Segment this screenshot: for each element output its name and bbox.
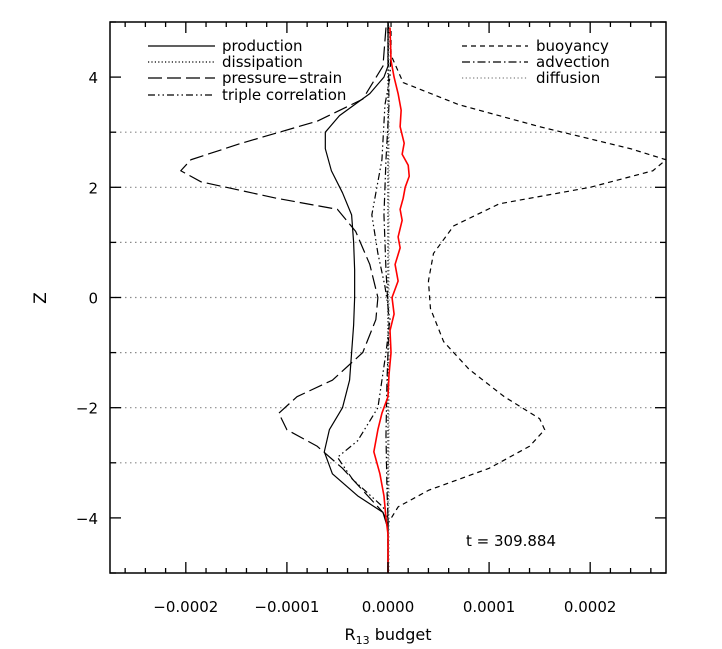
time-annotation: t = 309.884 [466,532,556,550]
legend-label: advection [536,53,610,71]
x-axis-label-subscript: 13 [356,634,370,647]
legend-label: pressure−strain [222,69,342,87]
tick-labels: −0.0002 −0.0001 0.0000 0.0001 0.0002 −4 −2 0 2 4 [76,69,617,616]
series-advection-line [383,27,390,573]
y-tick-label: −4 [76,510,98,528]
series-triple-correlation-line [336,21,392,573]
legend: productiondissipationpressure−straintrip… [148,37,610,104]
x-tick-label: −0.0002 [153,598,218,616]
x-tick-label: −0.0001 [254,598,319,616]
x-axis-label: R13 budget [345,625,432,647]
legend-label: diffusion [536,69,600,87]
legend-label: dissipation [222,53,303,71]
x-tick-label: 0.0002 [564,598,617,616]
legend-label: buoyancy [536,37,609,55]
series-pressure-strain-line [180,27,389,573]
series-unlabeled-line [373,27,411,573]
series-buoyancy-line [387,22,667,573]
legend-label: production [222,37,303,55]
y-tick-label: 2 [88,179,98,197]
x-tick-label: 0.0001 [463,598,516,616]
legend-label: triple correlation [222,86,346,104]
y-tick-label: 4 [88,69,98,87]
y-tick-label: −2 [76,400,98,418]
y-axis-label: Z [31,292,51,304]
x-tick-label: 0.0000 [362,598,415,616]
x-axis-label-main: R [345,625,356,644]
series-lines [180,21,667,573]
series-production-line [323,22,389,573]
x-axis-label-tail: budget [370,625,432,644]
axis-ticks [110,21,666,574]
y-tick-label: 0 [88,290,98,308]
